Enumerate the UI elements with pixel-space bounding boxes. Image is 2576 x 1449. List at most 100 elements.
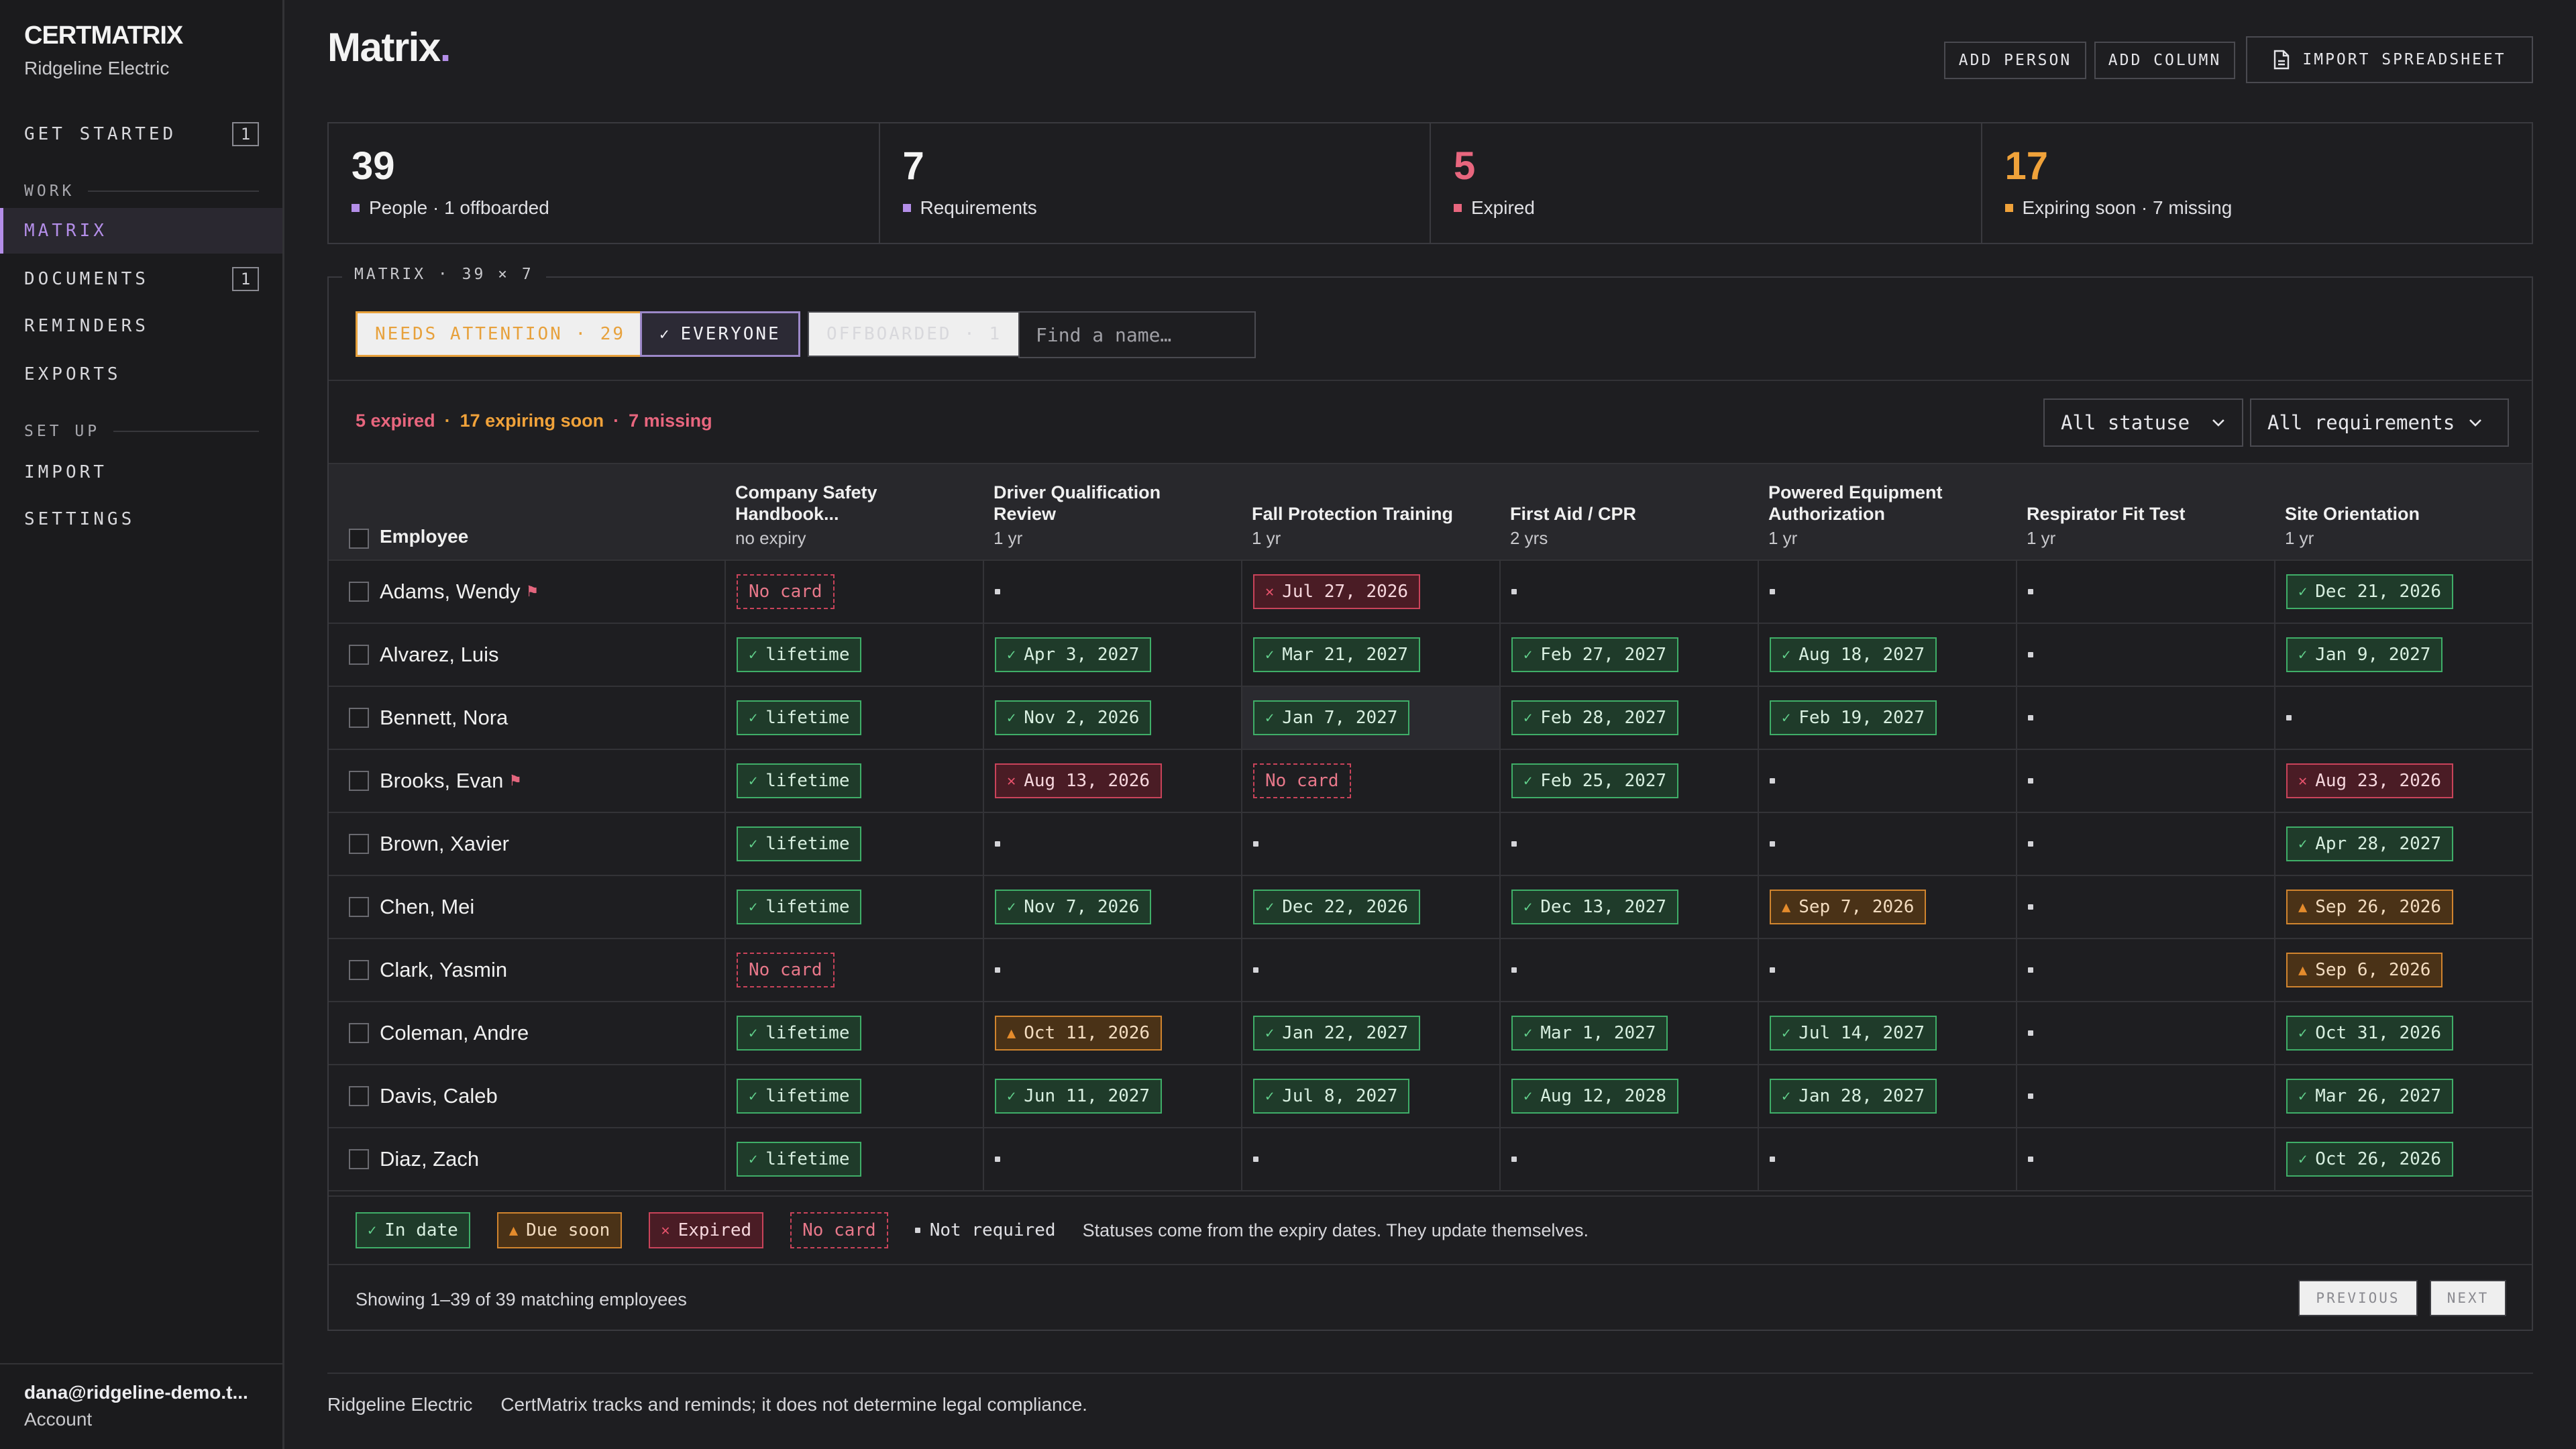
matrix-cell[interactable]: ✓ Oct 26, 2026 [2274,1128,2532,1190]
matrix-cell[interactable] [1758,1128,2016,1190]
column-header-fall-protection[interactable]: Fall Protection Training 1 yr [1241,464,1499,561]
matrix-cell[interactable] [2016,687,2274,749]
table-row[interactable]: Coleman, Andre ✓ lifetime ▲ Oct 11, 2026 ✓ Jan… [329,1002,2532,1065]
status-no-card[interactable]: No card [737,574,835,609]
employee-column-header[interactable]: Employee [329,464,724,561]
matrix-cell[interactable] [1499,561,1758,623]
matrix-cell[interactable]: ▲ Oct 11, 2026 [983,1002,1241,1064]
status-in-date[interactable]: ✓ lifetime [737,890,862,924]
matrix-cell[interactable]: ✓ Jan 7, 2027 [1241,687,1499,749]
status-in-date[interactable]: ✓ Jan 9, 2027 [2286,637,2443,672]
matrix-cell[interactable] [1241,813,1499,875]
status-due-soon[interactable]: ▲ Oct 11, 2026 [995,1016,1163,1051]
nav-exports[interactable]: EXPORTS [24,364,121,384]
status-in-date[interactable]: ✓ Aug 12, 2028 [1511,1079,1679,1114]
table-row[interactable]: Diaz, Zach ✓ lifetime ✓ Oct 26, 2026 [329,1128,2532,1191]
matrix-cell[interactable] [2016,939,2274,1001]
status-in-date[interactable]: ✓ Dec 21, 2026 [2286,574,2454,609]
matrix-cell[interactable] [1499,939,1758,1001]
employee-name[interactable]: Bennett, Nora [380,706,508,729]
matrix-cell[interactable] [2016,1128,2274,1190]
matrix-cell[interactable]: ✓ lifetime [724,687,983,749]
employee-cell[interactable]: Bennett, Nora [329,687,724,749]
matrix-cell[interactable]: No card [1241,750,1499,812]
status-in-date[interactable]: ✓ Dec 22, 2026 [1253,890,1421,924]
nav-import[interactable]: IMPORT [24,462,107,482]
status-in-date[interactable]: ✓ Jan 7, 2027 [1253,700,1410,735]
matrix-cell[interactable] [2016,1065,2274,1127]
matrix-cell[interactable]: ✓ Dec 22, 2026 [1241,876,1499,938]
matrix-cell[interactable]: ✓ Mar 21, 2027 [1241,624,1499,686]
matrix-cell[interactable]: ✓ Mar 1, 2027 [1499,1002,1758,1064]
employee-name[interactable]: Brooks, Evan [380,769,504,792]
employee-name[interactable]: Alvarez, Luis [380,643,499,666]
status-in-date[interactable]: ✓ Nov 7, 2026 [995,890,1152,924]
status-expired[interactable]: ✕ Aug 13, 2026 [995,763,1163,798]
row-checkbox[interactable] [349,1149,369,1169]
employee-cell[interactable]: Chen, Mei [329,876,724,938]
employee-cell[interactable]: Clark, Yasmin [329,939,724,1001]
matrix-cell[interactable]: ✓ lifetime [724,876,983,938]
status-in-date[interactable]: ✓ Dec 13, 2027 [1511,890,1679,924]
filter-everyone[interactable]: ✓ EVERYONE [640,311,800,357]
matrix-cell[interactable] [983,939,1241,1001]
matrix-cell[interactable]: ✓ Apr 28, 2027 [2274,813,2532,875]
employee-name[interactable]: Coleman, Andre [380,1021,529,1044]
previous-page-button[interactable]: PREVIOUS [2298,1280,2418,1316]
account-menu[interactable]: dana@ridgeline-demo.t... Account [0,1363,282,1449]
matrix-cell[interactable]: ✓ Feb 28, 2027 [1499,687,1758,749]
status-in-date[interactable]: ✓ Aug 18, 2027 [1770,637,1937,672]
status-in-date[interactable]: ✓ lifetime [737,826,862,861]
column-header-respirator[interactable]: Respirator Fit Test 1 yr [2016,464,2274,561]
status-in-date[interactable]: ✓ lifetime [737,700,862,735]
matrix-cell[interactable] [983,561,1241,623]
add-person-button[interactable]: ADD PERSON [1944,42,2086,79]
row-checkbox[interactable] [349,960,369,980]
table-row[interactable]: Alvarez, Luis ✓ lifetime ✓ Apr 3, 2027 ✓ Mar 2… [329,624,2532,687]
matrix-cell[interactable]: ✓ Apr 3, 2027 [983,624,1241,686]
matrix-cell[interactable] [2274,687,2532,749]
matrix-cell[interactable]: ✓ Dec 21, 2026 [2274,561,2532,623]
matrix-cell[interactable]: ✕ Aug 13, 2026 [983,750,1241,812]
matrix-cell[interactable]: ✓ Jan 22, 2027 [1241,1002,1499,1064]
matrix-cell[interactable] [2016,624,2274,686]
matrix-cell[interactable]: ✓ lifetime [724,750,983,812]
status-in-date[interactable]: ✓ lifetime [737,1142,862,1177]
matrix-cell[interactable]: ✓ Feb 25, 2027 [1499,750,1758,812]
column-header-powered-equipment[interactable]: Powered Equipment Authorization 1 yr [1758,464,2016,561]
status-in-date[interactable]: ✓ Jan 22, 2027 [1253,1016,1421,1051]
requirement-filter-select[interactable]: All requirements [2250,398,2509,447]
status-due-soon[interactable]: ▲ Sep 7, 2026 [1770,890,1927,924]
matrix-cell[interactable] [983,813,1241,875]
status-in-date[interactable]: ✓ Apr 3, 2027 [995,637,1152,672]
status-filter-select[interactable]: All statuse [2043,398,2243,447]
table-row[interactable]: Davis, Caleb ✓ lifetime ✓ Jun 11, 2027 ✓ Jul 8… [329,1065,2532,1128]
employee-cell[interactable]: Coleman, Andre [329,1002,724,1064]
column-header-safety-handbook[interactable]: Company Safety Handbook... no expiry [724,464,983,561]
employee-name[interactable]: Brown, Xavier [380,832,509,855]
status-in-date[interactable]: ✓ Feb 28, 2027 [1511,700,1679,735]
matrix-cell[interactable] [2016,876,2274,938]
row-checkbox[interactable] [349,834,369,854]
matrix-cell[interactable]: ✓ Feb 19, 2027 [1758,687,2016,749]
matrix-cell[interactable] [2016,561,2274,623]
matrix-cell[interactable] [1499,813,1758,875]
status-in-date[interactable]: ✓ Jan 28, 2027 [1770,1079,1937,1114]
matrix-cell[interactable]: ✓ Jan 9, 2027 [2274,624,2532,686]
status-in-date[interactable]: ✓ Jul 14, 2027 [1770,1016,1937,1051]
matrix-cell[interactable]: ✕ Jul 27, 2026 [1241,561,1499,623]
employee-name[interactable]: Davis, Caleb [380,1084,498,1108]
matrix-cell[interactable]: No card [724,561,983,623]
table-row[interactable]: Brooks, Evan ⚑ ✓ lifetime ✕ Aug 13, 2026 No ca… [329,750,2532,813]
column-header-driver-qualification[interactable]: Driver Qualification Review 1 yr [983,464,1241,561]
status-expired[interactable]: ✕ Aug 23, 2026 [2286,763,2454,798]
row-checkbox[interactable] [349,897,369,917]
search-input[interactable] [1018,311,1256,358]
status-in-date[interactable]: ✓ Jul 8, 2027 [1253,1079,1410,1114]
matrix-cell[interactable] [983,1128,1241,1190]
import-spreadsheet-button[interactable]: IMPORT SPREADSHEET [2246,36,2533,83]
matrix-cell[interactable]: ✓ lifetime [724,813,983,875]
matrix-cell[interactable]: ✓ Nov 7, 2026 [983,876,1241,938]
status-in-date[interactable]: ✓ lifetime [737,1016,862,1051]
employee-cell[interactable]: Adams, Wendy ⚑ [329,561,724,623]
